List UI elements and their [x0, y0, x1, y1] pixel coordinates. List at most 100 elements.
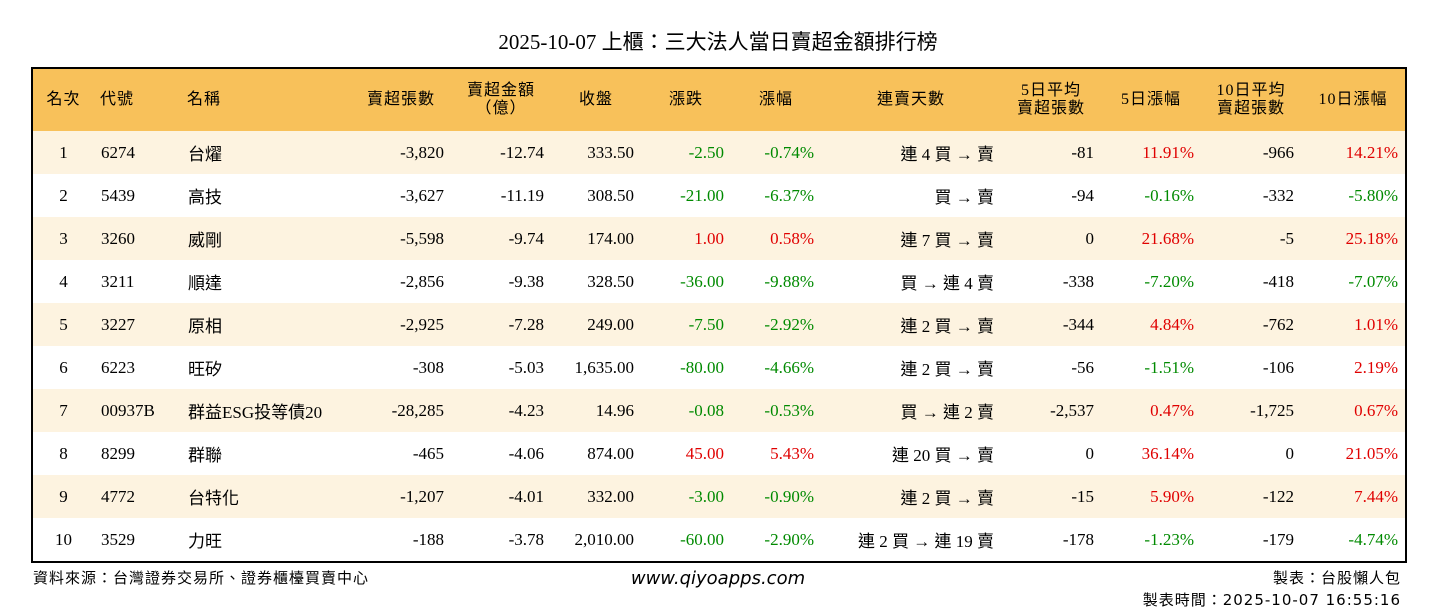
- table-cell: 高技: [188, 188, 222, 207]
- table-cell: -4.23: [451, 389, 551, 432]
- table-row: 7 00937B 群益ESG投等債20 -28,285 -4.23 14.96 -0.08-…: [32, 389, 1406, 432]
- table-cell: -7.20%: [1144, 271, 1194, 291]
- table-cell: -9.38: [508, 271, 544, 291]
- table-cell: 14.21%: [1301, 131, 1406, 174]
- table-body: 1 6274 台燿 -3,820 -12.74 333.50 -2.50 -0.74% 連 4 …: [32, 131, 1406, 562]
- column-header: 5日漲幅: [1101, 68, 1201, 131]
- table-cell: -1,725: [1201, 389, 1301, 432]
- table-cell: -0.90%: [731, 475, 821, 518]
- table-row: 6 6223 旺矽 -308 -5.03 1,635.00 -80.00 -4.66% 連 2 …: [32, 346, 1406, 389]
- table-cell: -56: [1071, 357, 1094, 377]
- table-cell: -2.90%: [764, 529, 814, 549]
- table-cell: 連 2 買 → 賣: [821, 475, 1001, 518]
- table-cell: 8: [59, 443, 68, 463]
- table-cell: 308.50: [587, 185, 634, 205]
- table-cell: -3.00: [641, 475, 731, 518]
- table-cell: 4.84%: [1101, 303, 1201, 346]
- table-cell: 連 2 買 → 連 19 賣: [858, 532, 994, 551]
- table-cell: -308: [412, 357, 444, 377]
- table-cell: 10: [55, 529, 72, 549]
- table-cell: -4.74%: [1348, 529, 1398, 549]
- table-cell: -762: [1201, 303, 1301, 346]
- time: 製表時間：2025-10-07 16:55:16: [1142, 591, 1401, 609]
- table-cell: -4.01: [451, 475, 551, 518]
- table-cell: 0: [1085, 443, 1095, 463]
- table-cell: 0: [1001, 217, 1101, 260]
- table-cell: -0.74%: [731, 131, 821, 174]
- table-cell: 2,010.00: [574, 529, 635, 549]
- header-line: 賣超張數: [366, 91, 435, 108]
- table-cell: 0.67%: [1301, 389, 1406, 432]
- header-line: 5日漲幅: [1120, 91, 1181, 108]
- header-line: 漲跌: [668, 91, 703, 108]
- table-cell: 1.01%: [1301, 303, 1406, 346]
- header-line: 賣超金額: [466, 82, 535, 99]
- table-cell: -5,598: [351, 217, 451, 260]
- table-cell: -36.00: [680, 271, 724, 291]
- table-cell: 14.96: [551, 389, 641, 432]
- table-cell: -11.19: [500, 185, 544, 205]
- table-cell: 順達: [188, 274, 222, 293]
- header-row: 名次 代號 名稱 賣超張數 賣超金額 （億） 收盤 漲跌 漲幅 連賣天數 5日平均 賣超張數 5日漲幅 1…: [32, 68, 1406, 131]
- column-header: 賣超張數: [351, 68, 451, 131]
- column-header: 連賣天數: [821, 68, 1001, 131]
- table-cell: -188: [412, 529, 444, 549]
- table-cell: -7.50: [641, 303, 731, 346]
- table-cell: 5.43%: [770, 443, 814, 463]
- table-cell: 9: [32, 475, 94, 518]
- table-row: 8 8299 群聯 -465 -4.06 874.00 45.00 5.43% 連 20 買 →…: [32, 432, 1406, 475]
- table-cell: -3,627: [400, 185, 444, 205]
- table-cell: -0.53%: [731, 389, 821, 432]
- website: www.qiyoapps.com: [630, 568, 806, 589]
- table-cell: 11.91%: [1101, 131, 1201, 174]
- table-cell: 1: [32, 131, 94, 174]
- table-cell: 0.58%: [731, 217, 821, 260]
- table-cell: -3,820: [351, 131, 451, 174]
- table-cell: -81: [1001, 131, 1101, 174]
- table-cell: 4: [59, 271, 68, 291]
- table-cell: 21.05%: [1345, 443, 1398, 463]
- table-cell: -28,285: [351, 389, 451, 432]
- table-cell: 連 2 買 → 賣: [821, 303, 1001, 346]
- table-cell: 原相: [181, 303, 351, 346]
- table-cell: -179: [1262, 529, 1294, 549]
- table-cell: -418: [1262, 271, 1294, 291]
- header-line: 代號: [100, 91, 135, 108]
- header-line: 5日平均: [1020, 82, 1081, 99]
- table-cell: 3529: [101, 529, 135, 549]
- table-cell: -7.07%: [1348, 271, 1398, 291]
- table-cell: -3.78: [508, 529, 544, 549]
- table-cell: 249.00: [551, 303, 641, 346]
- table-cell: -1.51%: [1144, 357, 1194, 377]
- table-cell: 00937B: [94, 389, 181, 432]
- table-cell: 3260: [94, 217, 181, 260]
- table-cell: -465: [412, 443, 444, 463]
- table-cell: -0.16%: [1144, 185, 1194, 205]
- table-cell: -106: [1262, 357, 1294, 377]
- table-cell: -5.80%: [1348, 185, 1398, 205]
- table-cell: 買 → 連 2 賣: [821, 389, 1001, 432]
- table-cell: 333.50: [551, 131, 641, 174]
- table-cell: 買 → 賣: [934, 188, 995, 207]
- table-cell: 4772: [94, 475, 181, 518]
- table-cell: 3: [32, 217, 94, 260]
- header-line: 名次: [46, 91, 81, 108]
- table-cell: 0: [1285, 443, 1295, 463]
- header-line: 連賣天數: [876, 91, 945, 108]
- column-header: 賣超金額 （億）: [451, 68, 551, 131]
- table-cell: -4.66%: [764, 357, 814, 377]
- table-cell: -4.06: [508, 443, 544, 463]
- table-cell: -0.08: [641, 389, 731, 432]
- ranking-table: 名次 代號 名稱 賣超張數 賣超金額 （億） 收盤 漲跌 漲幅 連賣天數 5日平均 賣超張數 5日漲幅 1…: [31, 67, 1407, 563]
- table-cell: 36.14%: [1141, 443, 1194, 463]
- table-cell: 6223: [101, 357, 135, 377]
- table-cell: 威剛: [181, 217, 351, 260]
- header-line: 賣超張數: [1016, 100, 1085, 117]
- table-cell: -12.74: [451, 131, 551, 174]
- column-header: 代號: [94, 68, 181, 131]
- table-cell: -966: [1201, 131, 1301, 174]
- table-cell: -2.92%: [731, 303, 821, 346]
- table-cell: 群聯: [188, 446, 222, 465]
- table-cell: -332: [1262, 185, 1294, 205]
